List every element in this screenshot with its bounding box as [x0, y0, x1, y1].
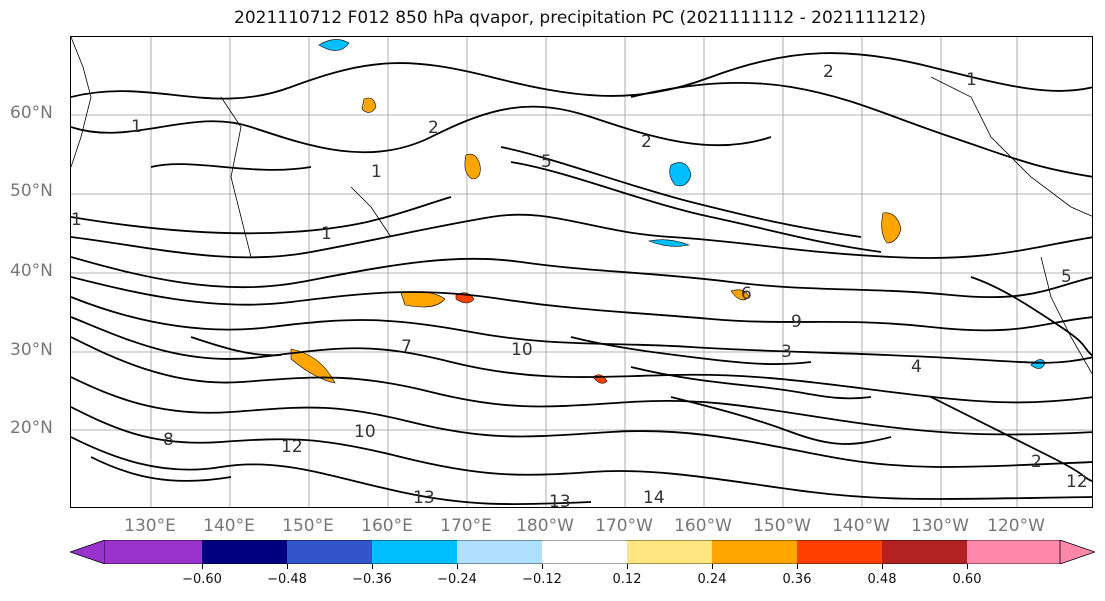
colorbar-label: 0.24 — [697, 572, 727, 587]
contour-label: 1 — [131, 117, 142, 137]
lat-label-30n: 30°N — [10, 340, 53, 360]
colorbar-label: −0.60 — [182, 572, 222, 587]
contour-lines — [71, 52, 1092, 506]
colorbar-segment — [542, 540, 627, 564]
contour-label: 10 — [354, 422, 376, 442]
contour-label: 10 — [511, 340, 533, 360]
colorbar-label: 0.12 — [612, 572, 642, 587]
colorbar-label: −0.24 — [437, 572, 477, 587]
lon-label-150e: 150°E — [282, 516, 334, 536]
contour-label: 2 — [1031, 452, 1042, 472]
colorbar-tick — [372, 564, 373, 569]
contour-label: 14 — [643, 488, 665, 508]
colorbar-extend-high — [1059, 540, 1095, 564]
lon-label-140w: 140°W — [832, 516, 890, 536]
contour-label: 7 — [401, 337, 412, 357]
map-panel: 1 2 1 2 1 2 1 5 1 6 7 9 10 12 13 13 14 8… — [70, 36, 1093, 508]
lon-label-130e: 130°E — [124, 516, 176, 536]
lon-label-170e: 170°E — [440, 516, 492, 536]
colorbar-tick — [542, 564, 543, 569]
lat-label-40n: 40°N — [10, 261, 53, 281]
colorbar-tick — [797, 564, 798, 569]
contour-label: 13 — [549, 492, 571, 508]
colorbar-tick — [287, 564, 288, 569]
map-canvas: 1 2 1 2 1 2 1 5 1 6 7 9 10 12 13 13 14 8… — [71, 37, 1092, 508]
lon-label-140e: 140°E — [203, 516, 255, 536]
contour-label: 2 — [428, 118, 439, 138]
lon-label-150w: 150°W — [753, 516, 811, 536]
colorbar-segment — [372, 540, 457, 564]
colorbar-tick — [882, 564, 883, 569]
colorbar-label: 0.48 — [867, 572, 897, 587]
contour-label: 12 — [1066, 472, 1088, 492]
colorbar-tick — [967, 564, 968, 569]
contour-label: 3 — [781, 342, 792, 362]
lon-label-160e: 160°E — [361, 516, 413, 536]
contour-label: 5 — [1061, 267, 1072, 287]
colorbar-segment — [967, 540, 1060, 564]
lat-label-60n: 60°N — [10, 103, 53, 123]
contour-labels: 1 2 1 2 1 2 1 5 1 6 7 9 10 12 13 13 14 8… — [71, 62, 1088, 508]
colorbar-segment — [882, 540, 967, 564]
lon-label-120w: 120°W — [987, 516, 1045, 536]
colorbar-label: −0.36 — [352, 572, 392, 587]
colorbar-segment — [797, 540, 882, 564]
contour-label: 8 — [163, 430, 174, 450]
contour-label: 4 — [911, 357, 922, 377]
colorbar-tick — [712, 564, 713, 569]
gridlines — [71, 37, 1092, 507]
contour-label: 1 — [71, 210, 82, 230]
colorbar-label: −0.12 — [522, 572, 562, 587]
colorbar-segment — [712, 540, 797, 564]
contour-label: 1 — [321, 224, 332, 244]
contour-label: 1 — [371, 162, 382, 182]
contour-label: 5 — [541, 152, 552, 172]
lon-label-180w: 180°W — [516, 516, 574, 536]
colorbar — [70, 540, 1095, 564]
colorbar-segment — [627, 540, 712, 564]
lat-label-20n: 20°N — [10, 418, 53, 438]
contour-label: 13 — [413, 488, 435, 508]
map-title: 2021110712 F012 850 hPa qvapor, precipit… — [234, 8, 926, 28]
colorbar-segment — [105, 540, 202, 564]
colorbar-segment — [287, 540, 372, 564]
lat-label-50n: 50°N — [10, 181, 53, 201]
colorbar-label: −0.48 — [267, 572, 307, 587]
contour-label: 12 — [281, 437, 303, 457]
lon-label-130w: 130°W — [911, 516, 969, 536]
lon-label-160w: 160°W — [674, 516, 732, 536]
colorbar-label: 0.60 — [952, 572, 982, 587]
coastlines — [71, 37, 1092, 375]
colorbar-tick — [457, 564, 458, 569]
colorbar-tick — [202, 564, 203, 569]
contour-label: 2 — [641, 132, 652, 152]
colorbar-tick — [627, 564, 628, 569]
lon-label-170w: 170°W — [595, 516, 653, 536]
colorbar-label: 0.36 — [782, 572, 812, 587]
contour-label: 9 — [791, 312, 802, 332]
colorbar-segment — [457, 540, 542, 564]
contour-label: 1 — [966, 70, 977, 90]
contour-label: 2 — [823, 62, 834, 82]
colorbar-segment — [202, 540, 287, 564]
colorbar-extend-low — [70, 540, 106, 564]
contour-label: 6 — [741, 284, 752, 304]
